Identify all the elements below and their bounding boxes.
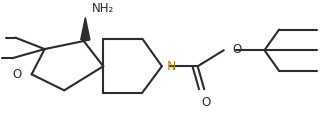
Text: NH₂: NH₂ [92, 2, 114, 15]
Text: O: O [201, 96, 211, 108]
Text: N: N [167, 60, 176, 73]
Polygon shape [81, 18, 90, 41]
Text: O: O [13, 68, 22, 81]
Text: O: O [232, 43, 241, 56]
